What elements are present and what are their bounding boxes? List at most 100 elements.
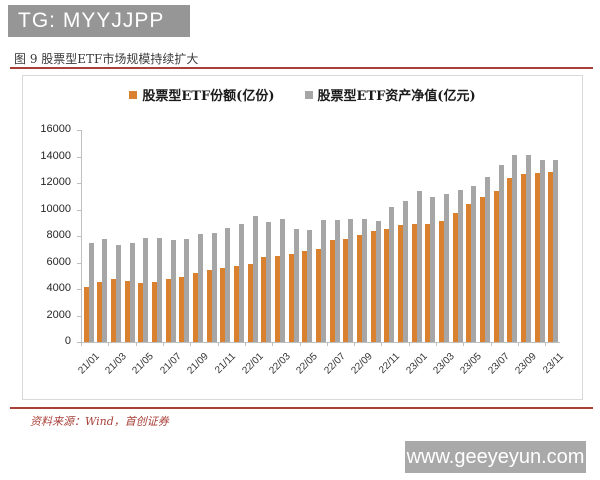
x-tick-label: 22/07 xyxy=(321,351,348,377)
bar-nav xyxy=(334,220,340,342)
x-tick-mark xyxy=(436,343,438,346)
x-tick-label: 22/03 xyxy=(267,351,293,377)
y-tick-mark xyxy=(77,289,81,290)
bar-nav xyxy=(553,160,559,342)
y-tick-label: 10000 xyxy=(40,202,71,215)
bar-nav xyxy=(129,243,135,342)
y-tick-mark xyxy=(77,209,81,211)
x-tick-label: 23/05 xyxy=(458,351,485,377)
bar-nav xyxy=(512,155,518,342)
x-tick-mark xyxy=(299,343,301,346)
x-tick-mark xyxy=(162,343,164,346)
x-tick-mark xyxy=(272,343,274,346)
bar-nav xyxy=(389,207,395,342)
bar-shares xyxy=(343,239,349,342)
x-tick-label: 22/11 xyxy=(377,351,403,376)
bar-shares xyxy=(124,281,130,342)
source-note: 资料来源：Wind，首创证券 xyxy=(30,415,169,428)
y-tick-mark xyxy=(77,342,81,343)
bar-pair-21/06 xyxy=(152,238,163,342)
bar-shares xyxy=(370,231,376,342)
x-tick-label: 21/01 xyxy=(76,351,102,377)
x-tick-mark xyxy=(81,343,82,346)
plot-area xyxy=(81,130,560,343)
legend-label-shares: 股票型ETF份额(亿份) xyxy=(142,89,275,104)
chart-frame: 股票型ETF份额(亿份) 股票型ETF资产净值(亿元) 0 2000 4000 600… xyxy=(22,75,583,400)
bar-pair-23/07 xyxy=(493,165,504,342)
bar-pair-23/03 xyxy=(438,194,449,342)
bar-pair-21/04 xyxy=(124,243,135,342)
bar-pair-21/12 xyxy=(234,224,245,342)
bar-shares xyxy=(206,270,212,342)
y-tick-label: 6000 xyxy=(46,255,71,268)
x-tick-mark xyxy=(381,343,383,346)
y-tick-label: 4000 xyxy=(46,282,71,294)
x-tick-label: 23/07 xyxy=(485,351,512,377)
x-tick-mark xyxy=(217,343,219,346)
bar-shares xyxy=(234,266,240,342)
bar-shares xyxy=(411,224,417,342)
bar-shares xyxy=(152,282,158,342)
bar-shares xyxy=(165,279,171,342)
x-tick-mark xyxy=(244,343,246,346)
x-tick-label: 22/09 xyxy=(349,351,375,377)
bar-pair-21/08 xyxy=(179,239,190,342)
bar-shares xyxy=(479,197,485,342)
x-axis: 21/01 21/03 21/05 21/07 21/09 21/11 22/01 22/03… xyxy=(76,343,566,395)
bar-nav xyxy=(266,222,272,342)
bar-pair-22/06 xyxy=(316,220,326,342)
bar-nav xyxy=(416,191,422,342)
x-tick-label: 22/05 xyxy=(294,351,321,377)
x-tick-label: 23/01 xyxy=(403,351,430,377)
y-tick-mark xyxy=(77,130,81,131)
bar-pair-23/05 xyxy=(466,186,477,342)
y-tick-label: 12000 xyxy=(40,176,71,188)
x-tick-label: 23/09 xyxy=(513,351,539,377)
bar-shares xyxy=(288,254,294,342)
bar-nav xyxy=(157,238,163,342)
bar-shares xyxy=(520,174,526,342)
bar-pair-23/01 xyxy=(411,191,422,342)
bar-pair-23/11 xyxy=(548,160,559,342)
bar-nav xyxy=(471,186,477,342)
bar-nav xyxy=(402,201,408,342)
legend-item-nav: 股票型ETF资产净值(亿元) xyxy=(304,85,476,104)
x-tick-label: 22/01 xyxy=(240,351,266,377)
bar-pair-22/10 xyxy=(370,221,381,342)
x-tick-label: 21/11 xyxy=(213,351,239,376)
bar-nav xyxy=(361,219,367,342)
x-tick-label: 21/09 xyxy=(185,351,211,377)
bar-pair-21/03 xyxy=(111,245,122,342)
x-tick-label: 21/03 xyxy=(103,351,129,377)
bar-shares xyxy=(275,256,281,342)
bar-nav xyxy=(375,221,381,342)
figure-title: 图 9 股票型ETF市场规模持续扩大 xyxy=(14,52,199,66)
y-tick-mark xyxy=(77,183,81,184)
bar-nav xyxy=(457,190,463,342)
x-tick-mark xyxy=(545,343,547,346)
bar-pair-21/11 xyxy=(220,228,231,342)
y-tick-label: 8000 xyxy=(46,229,71,241)
y-tick-label: 16000 xyxy=(40,123,71,135)
bar-shares xyxy=(316,249,321,342)
bar-pair-23/09 xyxy=(520,155,531,342)
bar-pair-23/10 xyxy=(534,160,545,342)
bar-pair-22/09 xyxy=(356,219,367,342)
bar-shares xyxy=(138,283,144,342)
x-tick-label: 23/03 xyxy=(431,351,457,377)
y-tick-mark xyxy=(77,315,81,317)
x-tick-mark xyxy=(326,343,328,346)
y-tick-mark xyxy=(77,156,81,158)
site-watermark-badge: www.geeyeyun.com xyxy=(405,441,586,473)
bar-shares xyxy=(261,257,267,342)
bar-shares xyxy=(356,235,362,342)
bar-pair-23/06 xyxy=(479,177,490,342)
bar-nav xyxy=(484,177,490,342)
x-tick-mark xyxy=(490,343,492,346)
bar-pair-22/11 xyxy=(384,207,395,342)
bar-shares xyxy=(111,279,117,342)
bar-shares xyxy=(466,204,472,342)
bar-pair-22/01 xyxy=(247,216,258,342)
x-tick-mark xyxy=(190,343,192,346)
bar-shares xyxy=(329,240,335,342)
